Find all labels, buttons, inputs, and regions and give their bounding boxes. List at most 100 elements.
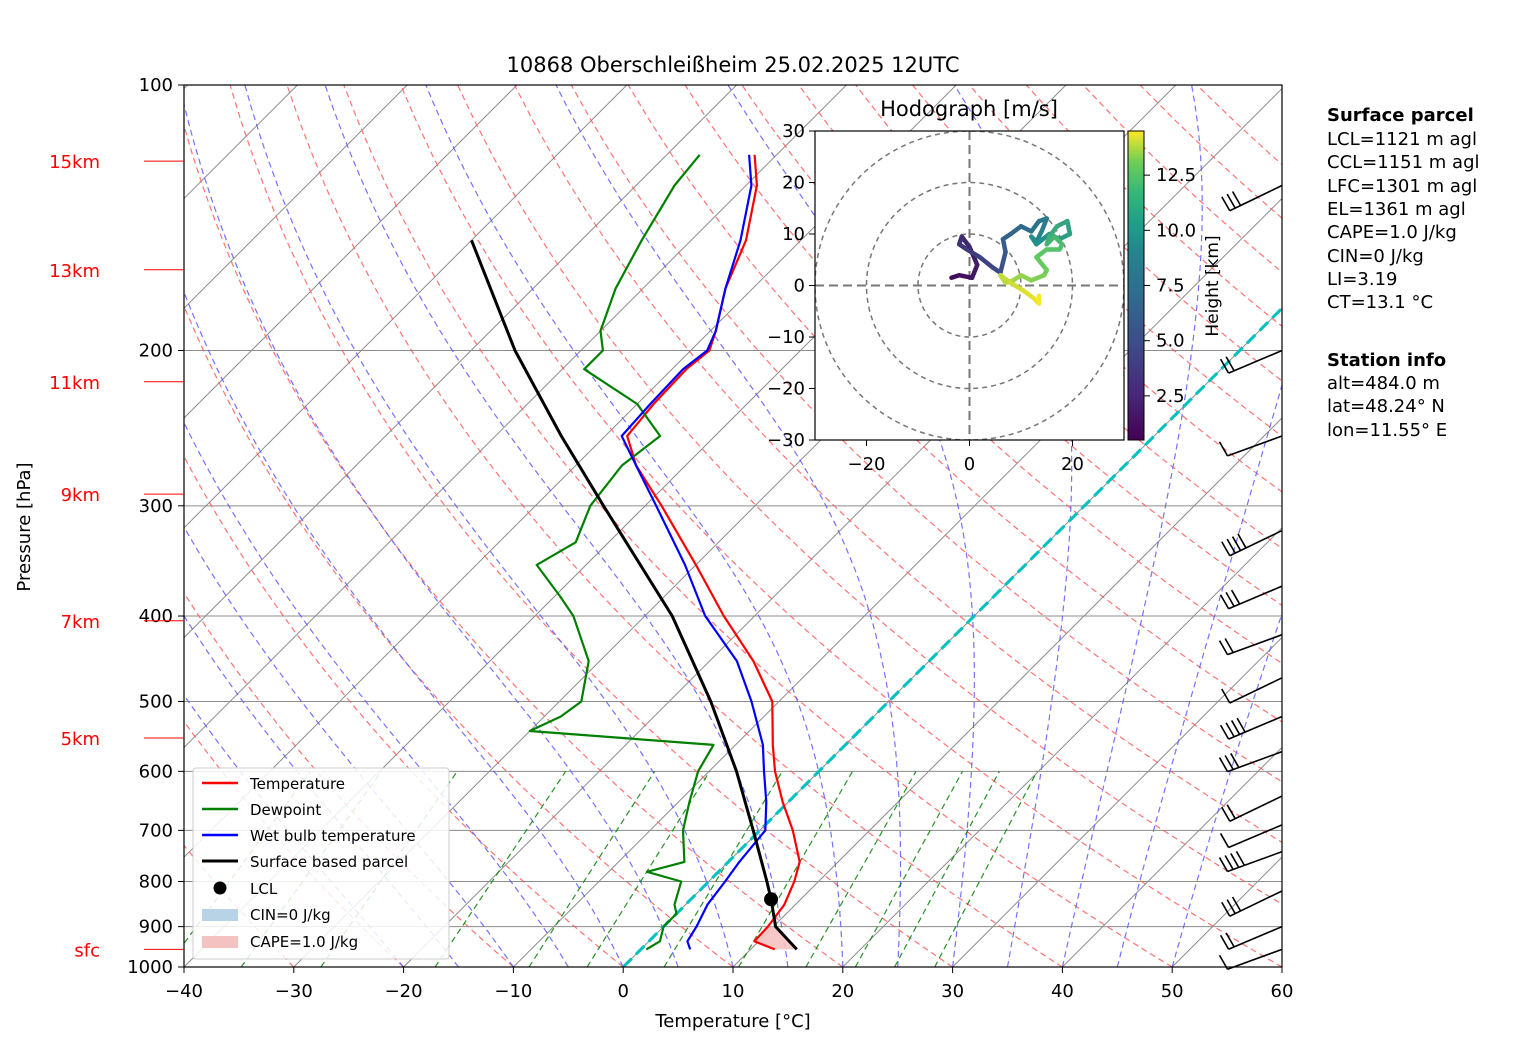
cape-area	[754, 926, 797, 950]
height-label: 7km	[61, 612, 100, 633]
x-tick-label: −40	[165, 981, 203, 1002]
parcel-el: EL=1361 m agl	[1327, 199, 1466, 220]
colorbar-tick-label: 5.0	[1156, 331, 1185, 352]
isotherm	[184, 85, 408, 309]
info-panel: Surface parcel LCL=1121 m agl CCL=1151 m…	[1327, 105, 1480, 441]
wind-barb	[1219, 715, 1283, 740]
hodograph-ticks: −20 0 20 30 20 10 0 −10 −20 −30	[767, 121, 1084, 475]
moist-adiabat	[184, 101, 679, 967]
wind-barbs	[1218, 184, 1283, 971]
wetbulb-line	[620, 154, 768, 950]
station-alt: alt=484.0 m	[1327, 373, 1440, 394]
hodograph-segment	[1034, 254, 1049, 273]
y-tick-label: 400	[139, 606, 173, 627]
parcel-ct: CT=13.1 °C	[1327, 292, 1433, 313]
moist-adiabat	[184, 290, 624, 967]
hodograph-segment	[1039, 216, 1049, 234]
x-axis-ticks: −40 −30 −20 −10 0 10 20 30 40 50 60	[165, 967, 1293, 1002]
mixing-ratio-line	[738, 770, 854, 967]
isotherm	[184, 85, 518, 419]
x-tick-label: 30	[941, 981, 964, 1002]
hodograph-segment	[1029, 272, 1047, 283]
x-tick-label: 60	[1271, 981, 1294, 1002]
parcel-cape: CAPE=1.0 J/kg	[1327, 222, 1457, 243]
y-tick-label: 800	[139, 872, 173, 893]
hodograph-y-tick-label: −30	[767, 430, 805, 451]
moist-adiabat	[1116, 383, 1282, 967]
dry-adiabat	[513, 85, 1282, 844]
height-label: 11km	[49, 373, 100, 394]
hodograph-colorbar	[1127, 130, 1145, 441]
y-tick-label: 700	[139, 820, 173, 841]
freezing-level-line	[622, 306, 1282, 967]
wind-barb	[1218, 948, 1283, 971]
cape-cin-fill	[754, 926, 797, 950]
hodograph: Hodograph [m/s] −20 0 20 30 20 10 0 −10 −20 −30 2…	[767, 97, 1223, 475]
hodograph-segment	[969, 262, 980, 281]
hodograph-y-tick-label: 0	[794, 276, 805, 297]
mixing-ratio-line	[434, 770, 567, 967]
height-label: 5km	[61, 729, 100, 750]
isotherm	[513, 197, 1282, 967]
y-tick-label: 1000	[127, 957, 173, 978]
height-label: 9km	[61, 485, 100, 506]
wind-barb	[1218, 633, 1283, 656]
legend-swatch-cape	[202, 936, 238, 948]
legend-label-parcel: Surface based parcel	[250, 853, 408, 871]
legend-label-cape: CAPE=1.0 J/kg	[250, 933, 358, 951]
hodograph-y-tick-label: 30	[782, 121, 805, 142]
y-tick-label: 300	[139, 496, 173, 517]
x-tick-label: −20	[385, 981, 423, 1002]
legend-label-cin: CIN=0 J/kg	[250, 906, 331, 924]
mixing-ratio-line	[894, 771, 1000, 967]
chart-title: 10868 Oberschleißheim 25.02.2025 12UTC	[507, 53, 960, 77]
dry-adiabat	[184, 304, 734, 967]
legend-label-temperature: Temperature	[249, 775, 345, 793]
wind-barb	[1221, 529, 1283, 557]
x-tick-label: 20	[831, 981, 854, 1002]
dry-adiabat	[343, 85, 1173, 967]
moist-adiabat	[184, 525, 514, 967]
parcel-lcl: LCL=1121 m agl	[1327, 129, 1477, 150]
y-tick-label: 600	[139, 761, 173, 782]
height-label: 13km	[49, 261, 100, 282]
isotherm	[842, 527, 1282, 967]
mixing-ratio-line	[586, 770, 711, 967]
height-label: sfc	[74, 940, 100, 961]
wind-barb	[1219, 349, 1283, 374]
moist-adiabat	[184, 421, 569, 967]
parcel-li: LI=3.19	[1327, 269, 1398, 290]
moist-adiabat	[324, 85, 789, 967]
x-tick-label: 10	[722, 981, 745, 1002]
wind-barb	[1221, 184, 1283, 212]
hodograph-x-tick-label: 20	[1061, 454, 1084, 475]
hodograph-segment	[964, 247, 983, 260]
y-tick-label: 900	[139, 917, 173, 938]
x-tick-label: 40	[1051, 981, 1074, 1002]
height-label: 15km	[49, 152, 100, 173]
station-lon: lon=11.55° E	[1327, 420, 1447, 441]
hodograph-segment	[1034, 231, 1052, 247]
colorbar-tick-label: 12.5	[1156, 165, 1196, 186]
mixing-ratio-line	[528, 770, 656, 967]
parcel-ccl: CCL=1151 m agl	[1327, 152, 1480, 173]
y-tick-label: 100	[139, 75, 173, 96]
hodograph-x-tick-label: 0	[964, 454, 975, 475]
moist-adiabat	[1061, 85, 1203, 967]
legend-label-dewpoint: Dewpoint	[250, 801, 321, 819]
y-tick-label: 200	[139, 341, 173, 362]
wind-barb	[1221, 795, 1283, 822]
station-lat: lat=48.24° N	[1327, 396, 1445, 417]
wind-barb	[1218, 750, 1283, 773]
hodograph-y-tick-label: 10	[782, 224, 805, 245]
profile-lines	[470, 154, 1282, 967]
dry-adiabat	[855, 85, 1282, 493]
hodograph-plot	[815, 131, 1124, 440]
height-labels: 15km 13km 11km 9km 7km 5km sfc	[49, 152, 184, 961]
x-tick-label: −10	[494, 981, 532, 1002]
lcl-point	[764, 892, 779, 907]
surface-parcel-title: Surface parcel	[1327, 105, 1474, 126]
x-tick-label: 0	[617, 981, 628, 1002]
mixing-ratio-line	[805, 771, 917, 967]
